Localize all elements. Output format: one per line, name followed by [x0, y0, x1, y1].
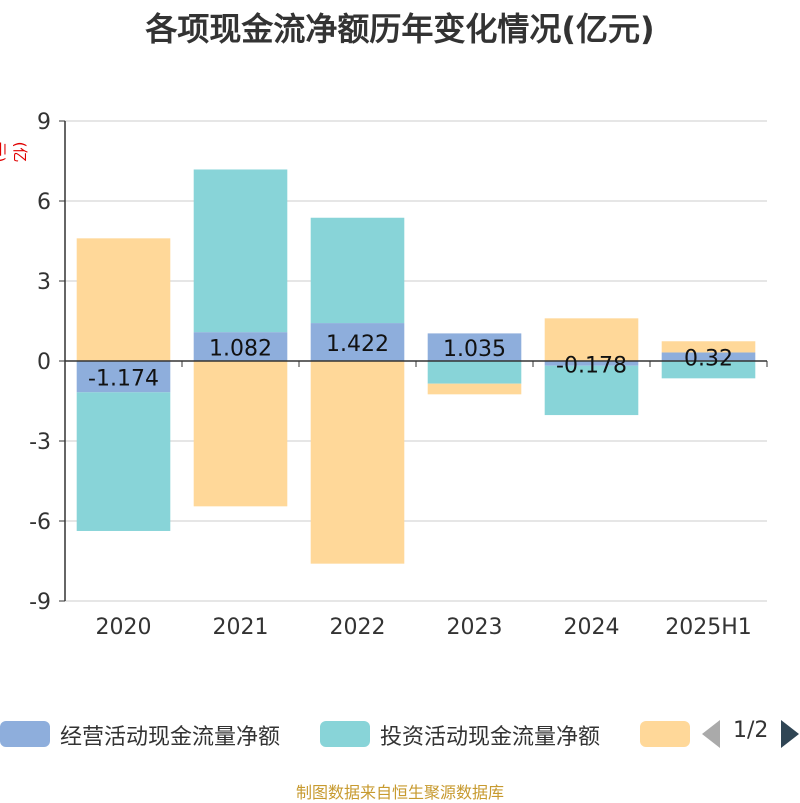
legend: 经营活动现金流量净额 投资活动现金流量净额	[0, 716, 800, 756]
data-label: 1.035	[443, 337, 506, 362]
y-tick-label: 3	[37, 270, 51, 295]
data-label: -1.174	[88, 367, 159, 392]
x-tick-label: 2022	[330, 615, 386, 640]
bar-series-1-2020[interactable]	[76, 361, 171, 393]
x-tick-label: 2020	[96, 615, 152, 640]
y-tick-label: 0	[37, 350, 51, 375]
data-source-note: 制图数据来自恒生聚源数据库	[295, 783, 504, 802]
grid-lines	[65, 120, 767, 602]
legend-label: 经营活动现金流量净额	[60, 725, 281, 750]
y-tick-label: -6	[29, 510, 51, 535]
axes: 9 6 3 0 -3 -6 -9 2020 2021 2022 2023 2024 2025H1	[29, 110, 768, 640]
legend-swatch	[320, 721, 370, 747]
legend-swatch	[0, 721, 50, 747]
x-tick-label: 2024	[564, 615, 620, 640]
legend-page-indicator: 1/2	[733, 718, 769, 743]
y-tick-label: 6	[37, 190, 51, 215]
data-label: -0.178	[556, 353, 627, 378]
bar-series-1-2022[interactable]	[310, 323, 405, 361]
y-tick-label: 9	[37, 110, 51, 135]
bar-series-2-2025H1[interactable]	[661, 361, 756, 379]
legend-prev-page-arrow-icon[interactable]	[702, 720, 720, 748]
x-tick-label: 2021	[213, 615, 269, 640]
bar-series-1-2021[interactable]	[193, 332, 288, 361]
bar-series-3-2021[interactable]	[193, 361, 288, 507]
legend-swatch	[640, 721, 690, 747]
bar-series-3-2020[interactable]	[76, 238, 171, 361]
bar-series-3-2024[interactable]	[544, 318, 639, 361]
legend-next-page-arrow-icon[interactable]	[781, 720, 799, 748]
bar-series-1-2023[interactable]	[427, 333, 522, 361]
chart-title: 各项现金流净额历年变化情况(亿元)	[145, 10, 655, 48]
x-tick-label: 2023	[447, 615, 503, 640]
bar-series-2-2022[interactable]	[310, 217, 405, 324]
bar-series-2-2024[interactable]	[544, 365, 639, 416]
x-tick-label: 2025H1	[665, 615, 752, 640]
bars	[76, 169, 756, 564]
bar-series-2-2021[interactable]	[193, 169, 288, 333]
bar-series-3-2023[interactable]	[427, 383, 522, 395]
legend-label: 投资活动现金流量净额	[380, 725, 601, 750]
bar-series-2-2023[interactable]	[427, 361, 522, 384]
data-label: 0.32	[684, 347, 733, 372]
y-tick-label: -9	[29, 590, 51, 615]
chart-plot: 9 6 3 0 -3 -6 -9 2020 2021 2022 2023 2024 2025H1 -1.…	[29, 110, 768, 640]
bar-series-3-2022[interactable]	[310, 361, 405, 564]
bar-series-1-2025H1[interactable]	[661, 352, 756, 361]
bar-series-2-2020[interactable]	[76, 392, 171, 531]
bar-series-3-2025H1[interactable]	[661, 341, 756, 353]
data-label: 1.422	[326, 332, 389, 357]
data-labels: -1.174 1.082 1.422 1.035 -0.178 0.32	[88, 332, 733, 392]
data-label: 1.082	[209, 337, 272, 362]
bar-series-1-2024[interactable]	[544, 361, 639, 366]
y-tick-label: -3	[29, 430, 51, 455]
